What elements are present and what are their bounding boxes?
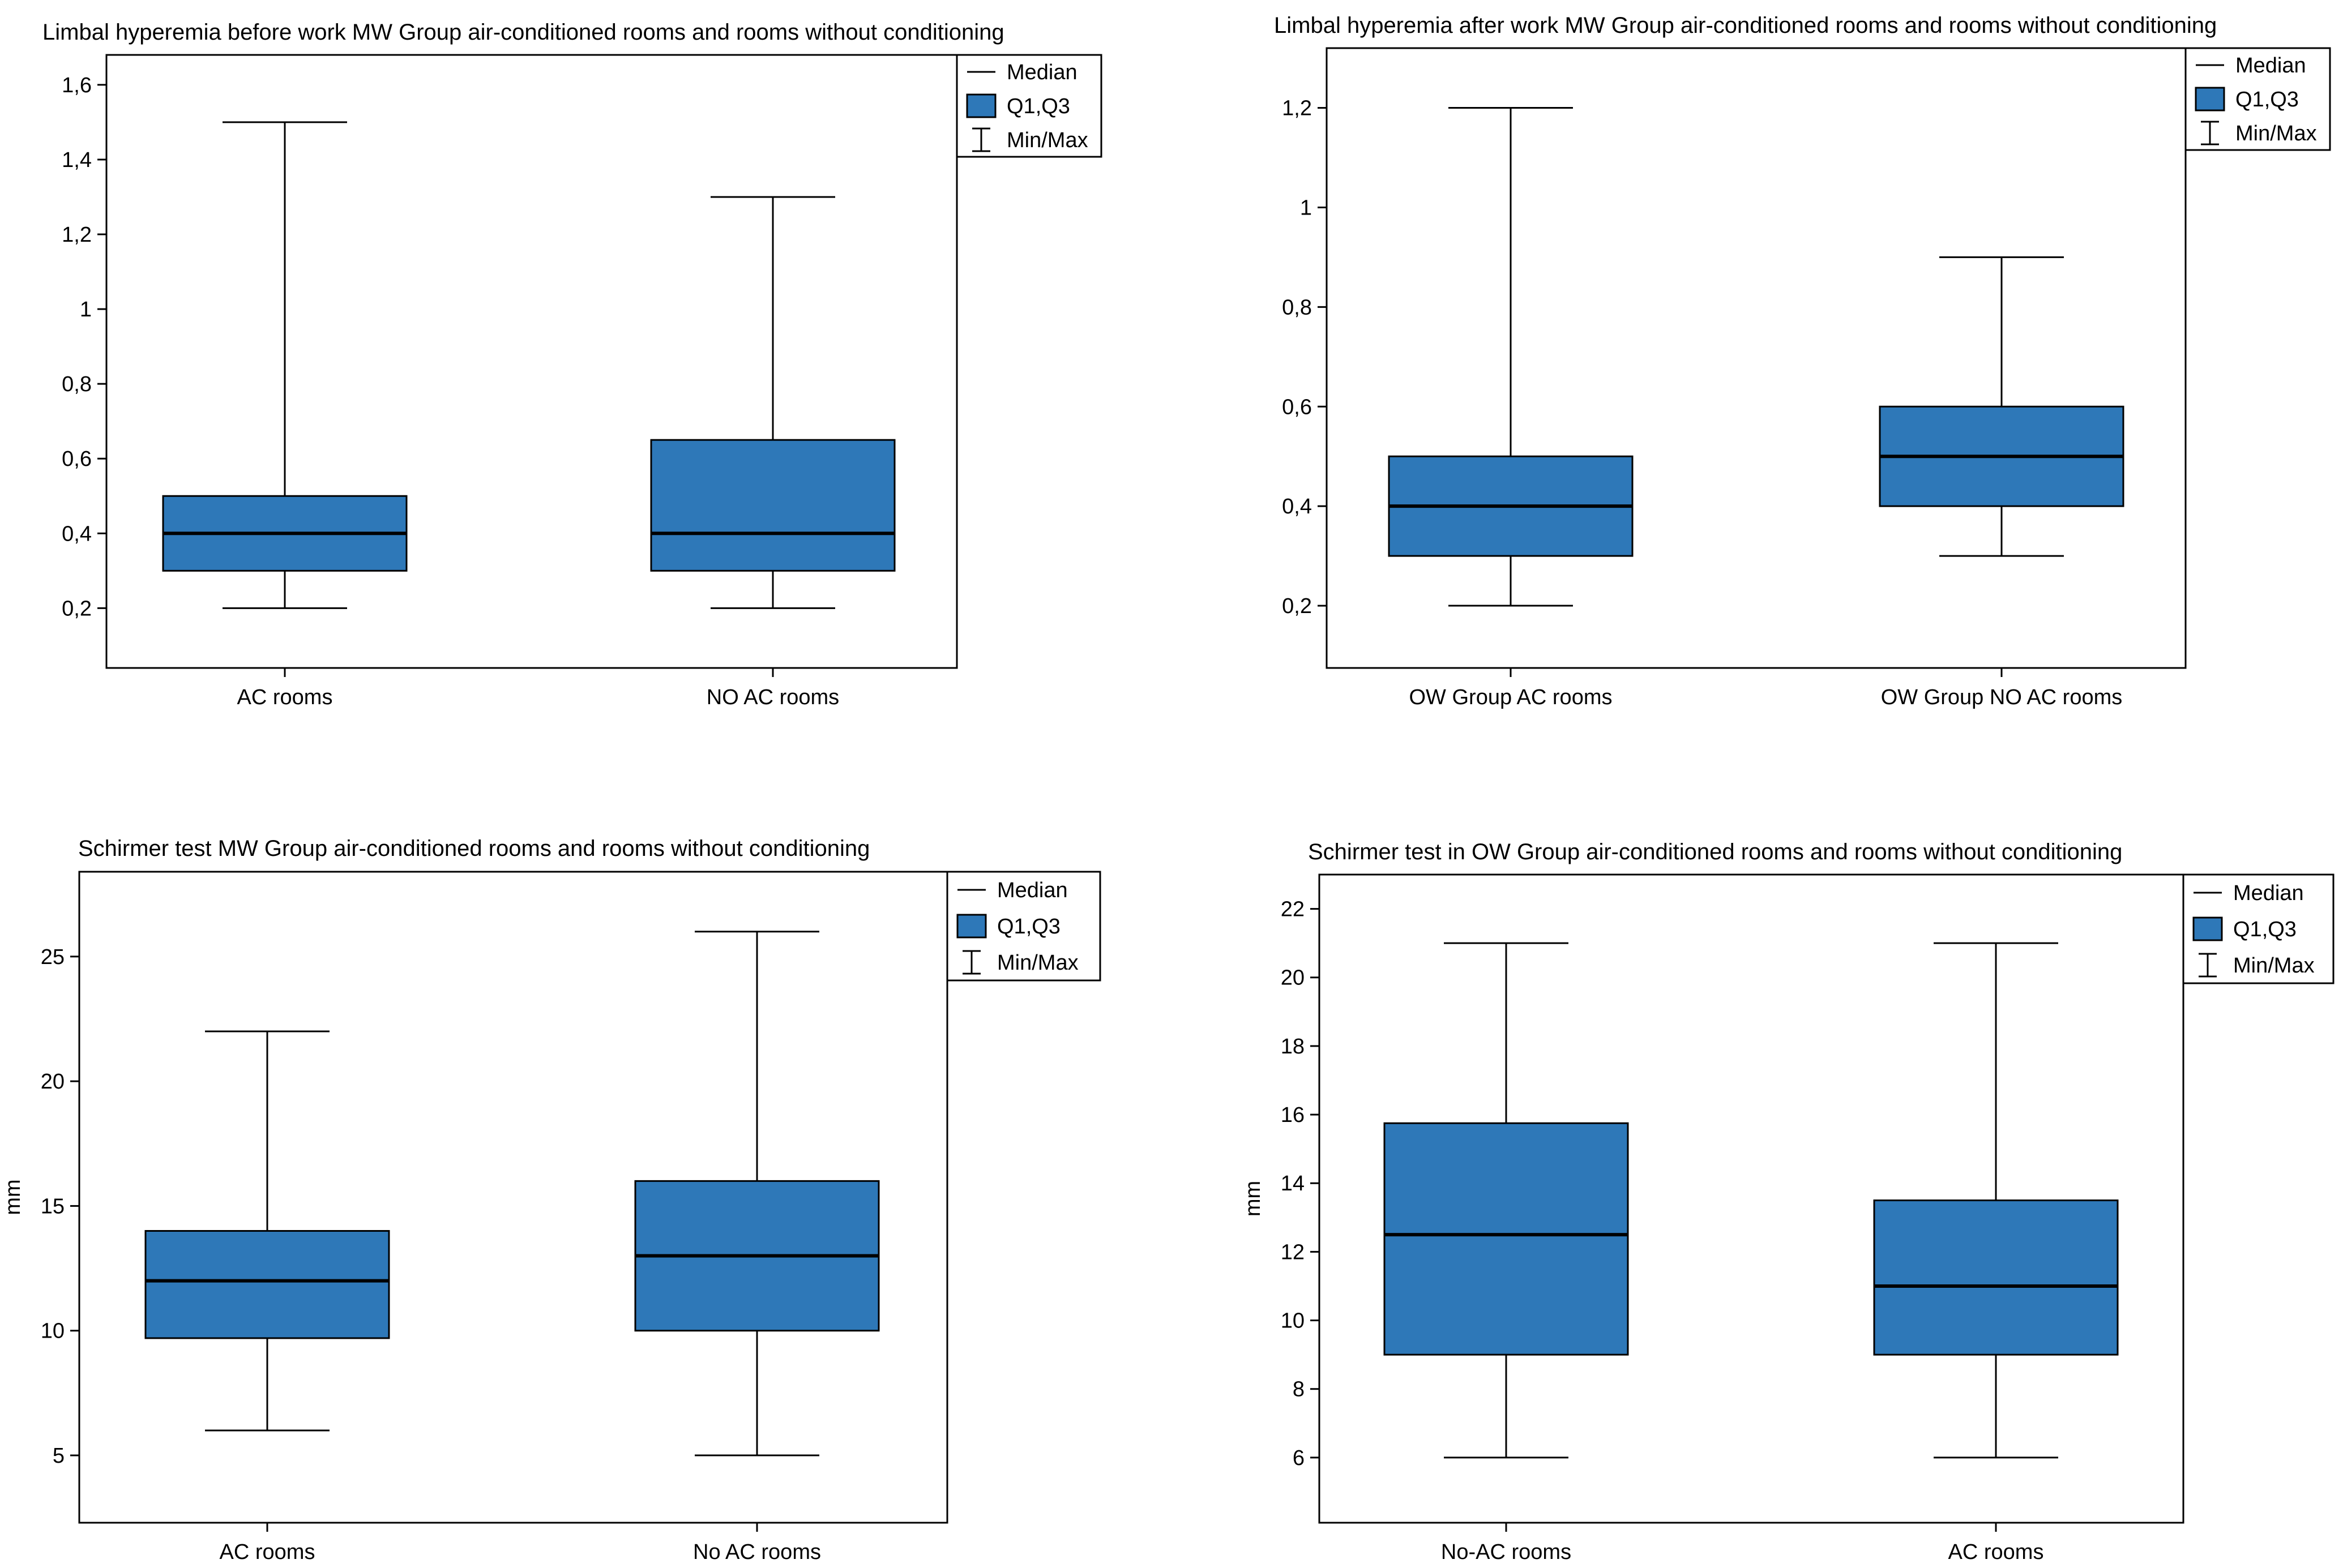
box-1: AC rooms bbox=[162, 121, 408, 709]
chart-title: Limbal hyperemia before work MW Group ai… bbox=[42, 20, 1004, 45]
chart-title: Schirmer test in OW Group air-conditione… bbox=[1308, 839, 2122, 864]
legend-minmax-label: Min/Max bbox=[1007, 128, 1088, 152]
chart-title: Schirmer test MW Group air-conditioned r… bbox=[78, 836, 870, 861]
y-tick-label: 0,6 bbox=[1282, 395, 1312, 419]
legend: Median Q1,Q3 Min/Max bbox=[2184, 47, 2331, 151]
y-axis-label: mm bbox=[1241, 1181, 1265, 1216]
box-1: No-AC rooms bbox=[1383, 942, 1629, 1564]
legend-quartile-label: Q1,Q3 bbox=[1007, 95, 1070, 118]
legend-quartile-swatch bbox=[2195, 87, 2225, 112]
legend-quartile-label: Q1,Q3 bbox=[2233, 918, 2297, 941]
y-tick-label: 25 bbox=[41, 945, 65, 969]
y-tick-label: 1,6 bbox=[62, 74, 92, 97]
legend-median-label: Median bbox=[2235, 54, 2306, 78]
plot-frame bbox=[105, 54, 958, 669]
legend: Median Q1,Q3 Min/Max bbox=[2182, 873, 2335, 984]
legend-quartile-swatch bbox=[2192, 916, 2223, 941]
y-tick-label: 10 bbox=[41, 1319, 65, 1343]
y-tick-label: 20 bbox=[41, 1070, 65, 1094]
box-2: No AC rooms bbox=[634, 931, 880, 1564]
x-tick-label: AC rooms bbox=[220, 1540, 315, 1564]
y-tick-label: 22 bbox=[1281, 898, 1305, 922]
legend-median-label: Median bbox=[1007, 61, 1078, 84]
chart-title: Limbal hyperemia after work MW Group air… bbox=[1274, 13, 2217, 38]
y-tick-label: 1,2 bbox=[1282, 97, 1312, 121]
y-tick-label: 10 bbox=[1281, 1309, 1305, 1333]
y-tick-label: 0,4 bbox=[62, 522, 92, 546]
legend-minmax-label: Min/Max bbox=[2235, 122, 2317, 145]
y-tick-label: 12 bbox=[1281, 1240, 1305, 1264]
box-2: OW Group NO AC rooms bbox=[1879, 256, 2124, 709]
y-tick-label: 0,6 bbox=[62, 447, 92, 471]
chart-2: Limbal hyperemia after work MW Group air… bbox=[1274, 13, 2331, 709]
y-tick-label: 1 bbox=[80, 298, 92, 322]
y-tick-label: 18 bbox=[1281, 1035, 1305, 1059]
legend: Median Q1,Q3 Min/Max bbox=[946, 871, 1101, 982]
quartile-box bbox=[1873, 1199, 2119, 1356]
legend-quartile-label: Q1,Q3 bbox=[2235, 88, 2299, 112]
plot-frame bbox=[1326, 47, 2187, 669]
y-tick-label: 0,4 bbox=[1282, 495, 1312, 519]
box-1: OW Group AC rooms bbox=[1388, 107, 1634, 709]
box-2: NO AC rooms bbox=[650, 196, 896, 709]
x-tick-label: No-AC rooms bbox=[1441, 1540, 1571, 1564]
legend-minmax-label: Min/Max bbox=[997, 951, 1079, 975]
x-tick-label: OW Group AC rooms bbox=[1409, 686, 1613, 709]
y-tick-label: 0,8 bbox=[1282, 295, 1312, 319]
y-tick-label: 0,2 bbox=[1282, 594, 1312, 618]
y-tick-label: 14 bbox=[1281, 1172, 1305, 1196]
x-tick-label: OW Group NO AC rooms bbox=[1881, 686, 2123, 709]
y-axis-label: mm bbox=[1, 1179, 25, 1215]
legend-quartile-swatch bbox=[966, 93, 997, 118]
y-tick-label: 1,2 bbox=[62, 223, 92, 247]
quartile-box bbox=[144, 1229, 390, 1339]
chart-4: Schirmer test in OW Group air-conditione… bbox=[1241, 839, 2335, 1564]
chart-1: Limbal hyperemia before work MW Group ai… bbox=[42, 20, 1102, 709]
y-tick-label: 0,8 bbox=[62, 372, 92, 396]
legend-median-label: Median bbox=[2233, 881, 2304, 905]
y-tick-label: 1 bbox=[1300, 196, 1312, 220]
chart-3: Schirmer test MW Group air-conditioned r… bbox=[1, 836, 1101, 1564]
quartile-box bbox=[650, 439, 896, 572]
y-tick-label: 16 bbox=[1281, 1103, 1305, 1127]
legend: Median Q1,Q3 Min/Max bbox=[956, 54, 1102, 158]
y-tick-label: 1,4 bbox=[62, 148, 92, 172]
box-1: AC rooms bbox=[144, 1030, 390, 1564]
plot-frame bbox=[78, 871, 948, 1524]
legend-quartile-swatch bbox=[956, 914, 987, 939]
y-tick-label: 15 bbox=[41, 1194, 65, 1218]
quartile-box bbox=[1383, 1122, 1629, 1356]
plot-frame bbox=[1318, 873, 2184, 1524]
y-tick-label: 5 bbox=[53, 1444, 65, 1468]
y-tick-label: 0,2 bbox=[62, 597, 92, 620]
y-tick-label: 8 bbox=[1293, 1378, 1305, 1402]
legend-minmax-label: Min/Max bbox=[2233, 954, 2315, 978]
x-tick-label: No AC rooms bbox=[693, 1540, 821, 1564]
x-tick-label: AC rooms bbox=[237, 686, 333, 709]
x-tick-label: NO AC rooms bbox=[707, 686, 839, 709]
legend-quartile-label: Q1,Q3 bbox=[997, 915, 1061, 939]
box-2: AC rooms bbox=[1873, 942, 2119, 1564]
y-tick-label: 20 bbox=[1281, 966, 1305, 990]
x-tick-label: AC rooms bbox=[1948, 1540, 2044, 1564]
legend-median-label: Median bbox=[997, 879, 1068, 902]
y-tick-label: 6 bbox=[1293, 1446, 1305, 1470]
